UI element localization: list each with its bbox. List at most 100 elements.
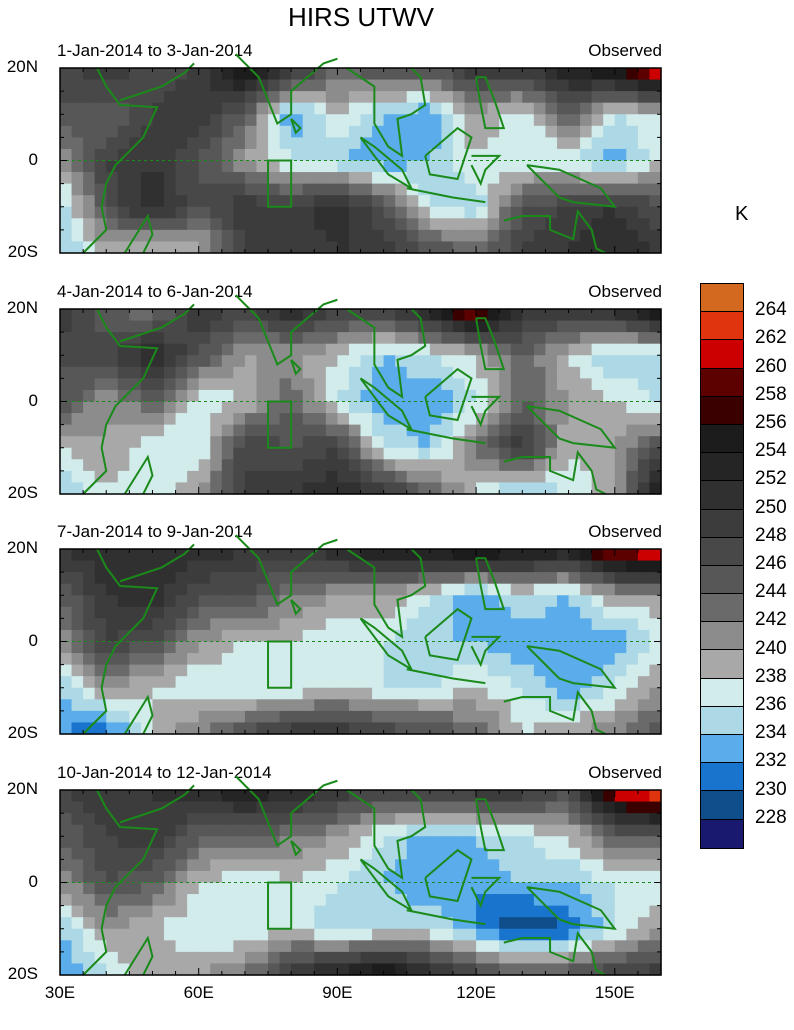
contour-cell [210, 606, 223, 619]
contour-cell [164, 940, 177, 953]
contour-cell [152, 332, 165, 345]
contour-cell [580, 641, 593, 654]
contour-map [59, 294, 662, 495]
contour-cell [452, 378, 466, 391]
contour-cell [106, 218, 119, 231]
contour-cell [314, 722, 327, 735]
contour-cell [580, 676, 593, 689]
contour-cell [256, 917, 269, 930]
contour-cell [129, 870, 142, 884]
contour-cell [510, 309, 523, 322]
contour-cell [360, 676, 373, 689]
contour-cell [395, 951, 408, 965]
contour-cell [603, 125, 616, 138]
contour-cell [637, 928, 651, 941]
contour-cell [614, 241, 627, 254]
y-tick-label: 20N [6, 298, 38, 317]
x-tick-label: 30E [44, 983, 76, 1002]
contour-cell [325, 125, 338, 138]
contour-cell [60, 572, 73, 585]
contour-cell [580, 79, 593, 92]
contour-cell [649, 687, 662, 700]
contour-cell [383, 836, 396, 849]
contour-cell [637, 653, 651, 666]
contour-cell [198, 343, 211, 356]
contour-cell [164, 172, 177, 185]
contour-cell [152, 366, 165, 379]
contour-cell [649, 470, 662, 484]
contour-cell [499, 583, 512, 596]
contour-cell [325, 459, 338, 472]
contour-cell [626, 595, 639, 608]
contour-cell [545, 790, 558, 803]
contour-cell [418, 687, 431, 700]
contour-cell [637, 894, 651, 907]
contour-cell [429, 560, 443, 573]
contour-cell [568, 836, 581, 849]
contour-cell [603, 870, 616, 884]
contour-cell [198, 894, 211, 907]
contour-cell [302, 68, 315, 81]
contour-cell [152, 482, 165, 495]
contour-cell [256, 629, 269, 643]
coastline [290, 840, 302, 857]
contour-cell [175, 664, 188, 677]
contour-cell [383, 183, 396, 196]
contour-cell [452, 710, 466, 724]
contour-cell [244, 125, 258, 138]
contour-cell [129, 606, 142, 619]
contour-cell [210, 629, 223, 643]
contour-cell [210, 424, 223, 437]
contour-cell [556, 137, 570, 150]
contour-cell [637, 790, 651, 803]
contour-cell [545, 847, 558, 860]
contour-cell [325, 320, 338, 333]
contour-cell [198, 790, 211, 803]
contour-cell [522, 343, 535, 356]
contour-cell [637, 641, 651, 654]
contour-cell [198, 951, 211, 965]
contour-cell [164, 470, 177, 484]
contour-cell [210, 963, 223, 976]
contour-cell [106, 629, 119, 643]
contour-cell [233, 79, 246, 92]
contour-cell [337, 824, 350, 837]
contour-cell [94, 102, 107, 115]
contour-cell [187, 355, 200, 368]
contour-cell [140, 436, 154, 449]
contour-cell [556, 79, 570, 92]
contour-cell [383, 572, 396, 585]
contour-cell [464, 413, 477, 426]
contour-cell [221, 114, 234, 127]
contour-cell [94, 836, 107, 849]
contour-cell [395, 813, 408, 826]
contour-cell [591, 389, 604, 403]
contour-cell [302, 560, 315, 573]
contour-cell [83, 355, 96, 368]
contour-cell [256, 172, 269, 185]
contour-cell [302, 940, 315, 953]
contour-cell [383, 951, 396, 965]
contour-cell [603, 928, 616, 941]
contour-cell [360, 470, 373, 484]
contour-cell [649, 332, 662, 345]
contour-cell [614, 378, 627, 391]
contour-cell [603, 653, 616, 666]
contour-cell [198, 459, 211, 472]
contour-cell [314, 389, 327, 403]
contour-cell [510, 148, 523, 162]
contour-cell [395, 447, 408, 460]
contour-cell [614, 572, 627, 585]
contour-cell [603, 641, 616, 654]
contour-cell [106, 470, 119, 484]
colorbar-swatch [701, 424, 743, 454]
contour-cell [406, 195, 419, 208]
contour-cell [464, 676, 477, 689]
contour-cell [291, 917, 304, 930]
contour-cell [83, 320, 96, 333]
contour-cell [637, 172, 651, 185]
contour-cell [221, 940, 234, 953]
contour-cell [60, 940, 73, 953]
contour-cell [637, 206, 651, 219]
contour-cell [244, 206, 258, 219]
